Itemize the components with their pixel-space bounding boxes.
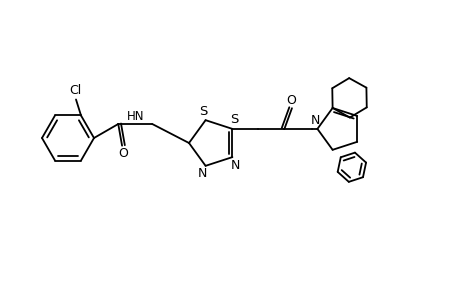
Text: O: O bbox=[118, 147, 128, 160]
Text: N: N bbox=[230, 159, 240, 172]
Text: S: S bbox=[230, 113, 238, 126]
Text: S: S bbox=[199, 105, 207, 118]
Text: O: O bbox=[285, 94, 295, 107]
Text: N: N bbox=[197, 167, 207, 180]
Text: N: N bbox=[310, 114, 319, 128]
Text: Cl: Cl bbox=[69, 84, 81, 97]
Text: HN: HN bbox=[126, 110, 144, 122]
